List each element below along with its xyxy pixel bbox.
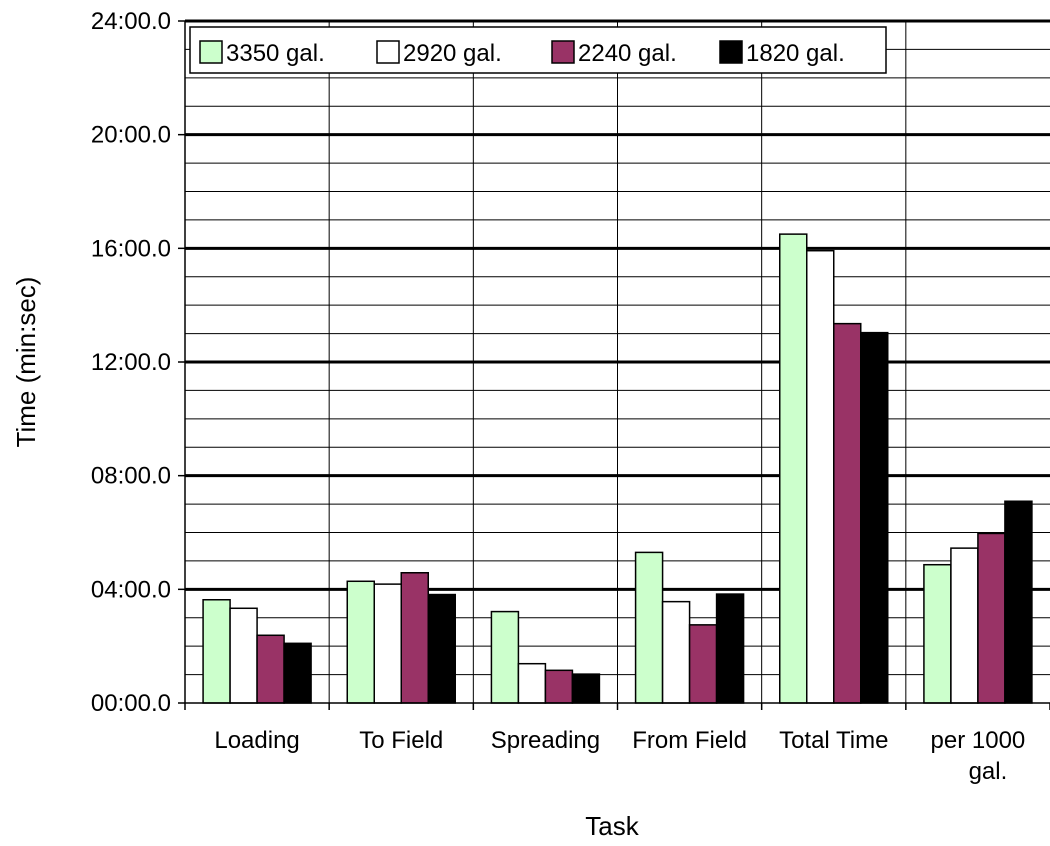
bar	[400, 572, 429, 704]
legend-swatch	[551, 40, 575, 64]
legend-swatch	[376, 40, 400, 64]
x-tick-label: per 1000	[931, 727, 1026, 754]
bar	[373, 583, 402, 704]
y-tick-label: 12:00.0	[91, 349, 171, 376]
x-tick-label: From Field	[632, 727, 747, 754]
bar	[806, 249, 835, 704]
x-axis-title: Task	[585, 811, 639, 841]
legend: 3350 gal. 2920 gal. 2240 gal. 1820 gal.	[189, 26, 887, 74]
bar	[229, 607, 258, 704]
bar	[634, 551, 664, 704]
bar	[283, 642, 312, 704]
bar	[977, 532, 1006, 704]
bar	[661, 600, 691, 704]
x-tick-label: Total Time	[779, 727, 888, 754]
bars	[202, 233, 1033, 704]
y-tick-label: 04:00.0	[91, 576, 171, 603]
y-tick-label: 00:00.0	[91, 690, 171, 717]
bar	[779, 233, 808, 704]
y-tick-label: 20:00.0	[91, 122, 171, 149]
bar	[923, 563, 952, 704]
legend-label: 3350 gal.	[226, 40, 325, 67]
bar	[544, 669, 574, 704]
bar	[517, 662, 547, 704]
bar	[346, 580, 375, 704]
legend-label: 2920 gal.	[403, 40, 502, 67]
bar	[490, 610, 520, 704]
major-gridlines	[185, 19, 1050, 591]
x-tick-label: To Field	[359, 727, 443, 754]
y-axis-title: Time (min:sec)	[11, 277, 41, 448]
y-tick-labels: 00:00.0 04:00.0 08:00.0 12:00.0 16:00.0 20:00…	[91, 8, 171, 717]
x-tick-labels: Loading To Field Spreading From Field Total …	[214, 727, 1025, 785]
legend-swatch	[719, 40, 743, 64]
y-tick-label: 24:00.0	[91, 8, 171, 35]
bar	[202, 599, 231, 704]
legend-box	[189, 26, 887, 74]
bar	[688, 624, 718, 704]
x-tick-label: gal.	[969, 758, 1008, 785]
legend-swatch	[199, 40, 223, 64]
bar	[950, 547, 979, 704]
bar	[715, 593, 745, 704]
legend-label: 1820 gal.	[746, 40, 845, 67]
y-tick-label: 08:00.0	[91, 463, 171, 490]
bar	[571, 673, 601, 704]
bar	[256, 634, 285, 704]
axes	[178, 20, 1050, 710]
y-tick-label: 16:00.0	[91, 235, 171, 262]
x-tick-label: Loading	[214, 727, 299, 754]
x-tick-label: Spreading	[491, 727, 600, 754]
bar	[427, 593, 456, 704]
bar	[860, 331, 889, 704]
bar	[1004, 500, 1033, 704]
legend-label: 2240 gal.	[578, 40, 677, 67]
bar	[833, 322, 862, 704]
